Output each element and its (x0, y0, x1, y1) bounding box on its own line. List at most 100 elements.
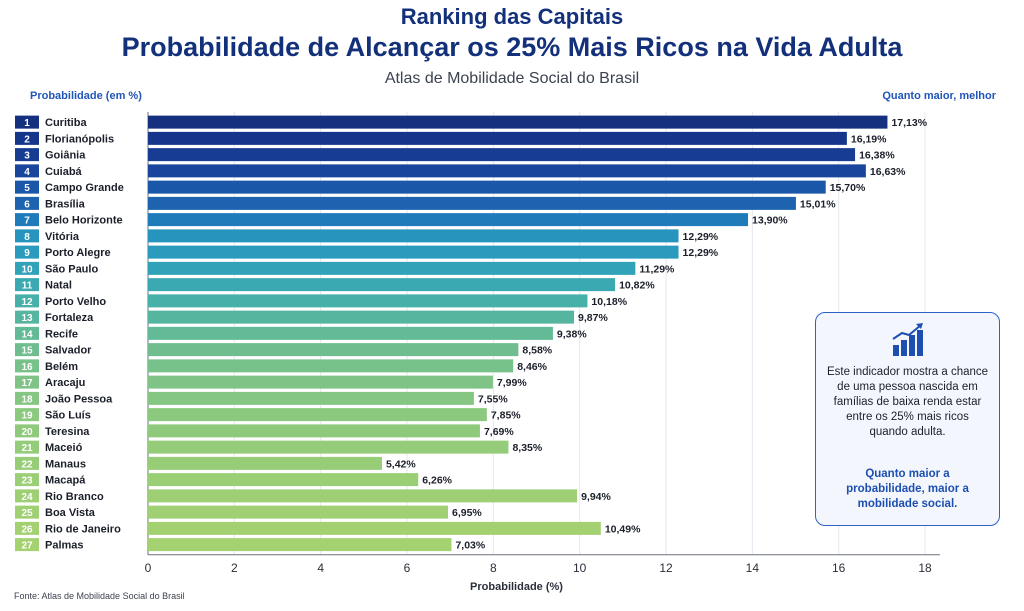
rank-number: 20 (21, 427, 33, 438)
chart-title: Probabilidade de Alcançar os 25% Mais Ri… (121, 32, 903, 62)
category-label: Natal (45, 280, 72, 292)
category-label: Boa Vista (45, 507, 96, 519)
x-tick-label: 14 (746, 561, 760, 575)
rank-number: 4 (24, 167, 30, 178)
bar (148, 521, 601, 535)
bar (148, 440, 509, 454)
category-label: Macapá (45, 475, 86, 487)
rank-box (15, 180, 39, 194)
data-label: 9,94% (581, 491, 611, 503)
rank-number: 15 (21, 346, 33, 357)
data-label: 7,03% (455, 540, 485, 552)
source-note: Fonte: Atlas de Mobilidade Social do Bra… (14, 591, 185, 601)
bar (148, 538, 452, 552)
category-label: Vitória (45, 231, 80, 243)
rank-number: 6 (24, 199, 30, 210)
rank-box (15, 294, 39, 308)
data-label: 8,35% (512, 442, 542, 454)
rank-number: 9 (24, 248, 30, 259)
chart-title-line1: Ranking das Capitais (400, 4, 624, 29)
category-label: Teresina (45, 426, 90, 438)
data-label: 16,63% (870, 166, 906, 178)
rank-number: 23 (21, 476, 33, 487)
category-label: Maceió (45, 442, 83, 454)
bar (148, 164, 866, 178)
rank-number: 17 (21, 378, 33, 389)
rank-number: 25 (21, 508, 33, 519)
rank-number: 11 (22, 281, 33, 292)
bar (148, 408, 487, 422)
bar (148, 424, 480, 438)
category-label: Belo Horizonte (45, 215, 123, 227)
rank-box (15, 245, 39, 259)
data-label: 9,38% (557, 328, 587, 340)
data-label: 16,38% (859, 150, 895, 162)
rank-box (15, 456, 39, 470)
better-direction-label: Quanto maior, melhor (882, 90, 996, 102)
bar (148, 115, 888, 129)
rank-number: 8 (24, 232, 30, 243)
bar (148, 131, 847, 145)
rank-number: 7 (24, 216, 30, 227)
data-label: 8,46% (517, 361, 547, 373)
data-label: 8,58% (522, 345, 552, 357)
rank-number: 22 (21, 459, 33, 470)
category-label: Aracaju (45, 377, 85, 389)
rank-number: 19 (21, 411, 33, 422)
bar (148, 245, 679, 259)
category-label: Belém (45, 361, 78, 373)
rank-number: 18 (21, 394, 33, 405)
info-highlight: Quanto maior a probabilidade, maior a mo… (846, 468, 969, 510)
bar (148, 180, 826, 194)
rank-box (15, 408, 39, 422)
bar (148, 343, 519, 357)
category-label: Manaus (45, 458, 86, 470)
data-label: 15,70% (830, 182, 866, 194)
rank-box (15, 505, 39, 519)
rank-number: 5 (24, 183, 30, 194)
rank-number: 10 (21, 264, 33, 275)
x-tick-label: 8 (490, 561, 497, 575)
rank-number: 21 (21, 443, 33, 454)
info-box: Este indicador mostra a chance de uma pe… (815, 312, 1000, 526)
rank-box (15, 164, 39, 178)
category-label: Porto Alegre (45, 247, 111, 259)
x-tick-label: 2 (231, 561, 238, 575)
bar (148, 505, 449, 519)
x-axis-title: Probabilidade (%) (470, 581, 563, 593)
category-label: Recife (45, 328, 78, 340)
category-label: Fortaleza (45, 312, 94, 324)
category-label: Campo Grande (45, 182, 124, 194)
bar (148, 473, 419, 487)
data-label: 7,69% (484, 426, 514, 438)
bar (148, 326, 553, 340)
x-tick-label: 18 (918, 561, 932, 575)
rank-box (15, 148, 39, 162)
category-label: São Luís (45, 410, 91, 422)
bar (148, 294, 588, 308)
rank-box (15, 343, 39, 357)
data-label: 9,87% (578, 312, 608, 324)
bar (148, 278, 616, 292)
bar (148, 148, 856, 162)
data-label: 6,95% (452, 507, 482, 519)
data-label: 10,82% (619, 280, 655, 292)
category-label: Porto Velho (45, 296, 106, 308)
data-label: 7,55% (478, 393, 508, 405)
rank-box (15, 131, 39, 145)
rank-number: 24 (21, 492, 33, 503)
rank-number: 16 (21, 362, 33, 373)
data-label: 10,18% (591, 296, 627, 308)
data-label: 12,29% (683, 231, 719, 243)
data-label: 12,29% (683, 247, 719, 259)
category-label: Brasília (45, 198, 86, 210)
rank-number: 14 (21, 329, 33, 340)
bar (148, 489, 578, 503)
category-label: Salvador (45, 345, 92, 357)
bar (148, 310, 575, 324)
rank-box (15, 440, 39, 454)
bar (148, 359, 514, 373)
category-label: João Pessoa (45, 393, 113, 405)
data-label: 7,85% (491, 410, 521, 422)
